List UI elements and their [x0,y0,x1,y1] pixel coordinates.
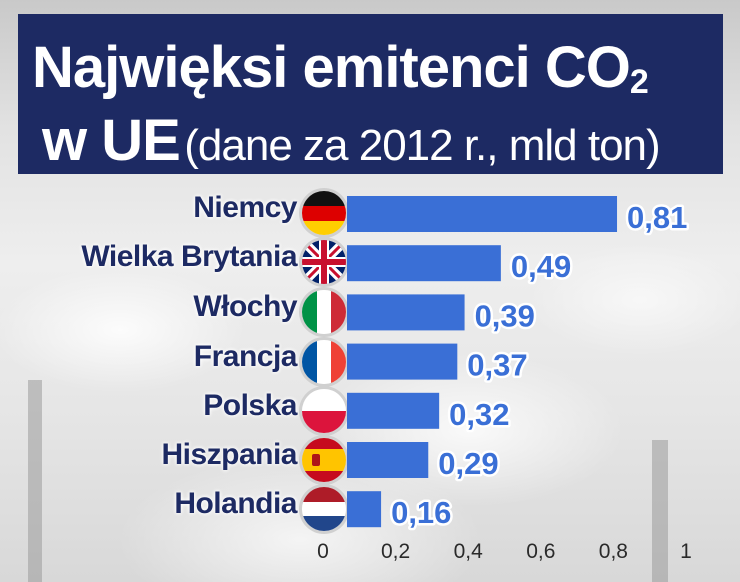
country-label-uk: Wielka Brytania [81,240,297,273]
germany-flag-icon [302,191,346,235]
bar-polska [347,392,440,429]
value-label-włochy: 0,39 [475,298,535,333]
value-label-polska: 0,32 [449,397,509,432]
bar-hiszpania [347,442,429,478]
country-label-netherlands: Holandia [174,487,297,520]
value-label-wielka-brytania: 0,49 [511,249,571,284]
bar-wielka-brytania [347,245,501,282]
value-label-hiszpania: 0,29 [438,446,498,481]
bar-holandia [347,491,382,528]
x-tick-label: 0,8 [599,540,628,563]
chart-title-region: w UE [42,108,181,173]
chart-title-line1: Najwięksi emitenci CO2 [32,35,649,101]
country-label-spain: Hiszpania [161,438,297,471]
value-label-holandia: 0,16 [391,495,451,530]
bar-francja [347,343,458,380]
bar-niemcy [347,196,618,232]
spain-flag-icon [302,438,346,482]
chimney-left [28,380,42,582]
x-tick-label: 0,4 [454,540,484,563]
country-label-poland: Polska [203,389,297,422]
x-tick-label: 0 [317,540,329,563]
x-tick-label: 0,6 [526,540,555,563]
bar-włochy [347,294,465,331]
value-label-francja: 0,37 [467,348,527,383]
title-banner: Najwięksi emitenci CO2 w UE (dane za 201… [18,14,723,174]
italy-flag-icon [302,290,346,334]
x-tick-label: 0,2 [381,540,410,563]
country-label-germany: Niemcy [193,191,297,224]
netherlands-flag-icon [302,487,346,531]
chart-title-line2: w UE (dane za 2012 r., mld ton) [42,107,661,174]
x-tick-label: 1 [680,540,692,563]
value-label-niemcy: 0,81 [627,200,687,235]
country-label-france: Francja [193,340,298,373]
poland-flag-icon [302,389,346,433]
chart-subtitle: (dane za 2012 r., mld ton) [184,121,660,170]
france-flag-icon [302,340,346,384]
country-label-italy: Włochy [193,290,297,323]
chimney-right [652,440,668,582]
